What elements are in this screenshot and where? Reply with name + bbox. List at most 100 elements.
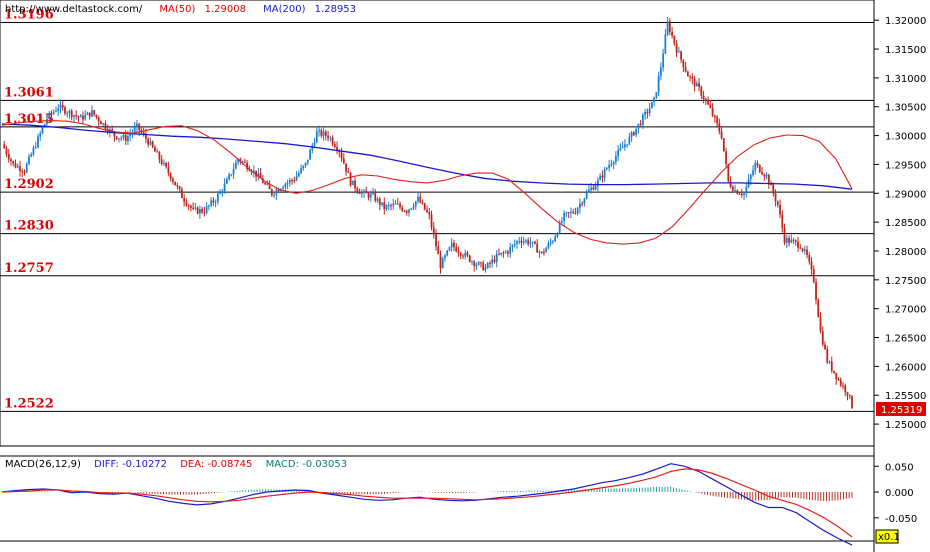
candle-body: [156, 151, 159, 153]
candle-body: [248, 169, 251, 171]
candle-body: [579, 203, 581, 209]
candle-body: [111, 129, 114, 132]
candle-body: [826, 349, 829, 363]
candle-body: [133, 127, 136, 133]
candle-body: [794, 240, 797, 242]
macd-title: MACD(26,12,9): [5, 459, 81, 470]
candle-body: [680, 51, 683, 60]
candle-body: [82, 115, 84, 120]
candle-body: [821, 330, 824, 345]
candle-body: [61, 104, 64, 108]
candle-body: [356, 188, 359, 192]
candle-body: [475, 264, 478, 266]
candle-body: [549, 242, 552, 244]
candle-body: [68, 110, 71, 114]
candle-body: [223, 183, 226, 192]
candle-body: [763, 174, 766, 177]
macd-axis-ticks: 0.050 0.000 -0.050: [874, 462, 917, 525]
candle-body: [392, 203, 395, 206]
candle-body: [511, 245, 514, 248]
candle-body: [284, 184, 287, 188]
candle-body: [758, 164, 761, 172]
candle-body: [779, 204, 781, 215]
candle-body: [801, 248, 804, 251]
site-url: http://www.deltastock.com/: [5, 4, 143, 15]
candle-body: [565, 212, 568, 214]
candle-body: [149, 141, 152, 145]
candle-body: [363, 190, 365, 193]
candle-body: [677, 51, 680, 53]
candle-body: [205, 206, 208, 213]
candle-body: [561, 221, 563, 223]
candle-body: [358, 191, 361, 194]
candle-body: [34, 147, 37, 149]
candle-body: [489, 263, 491, 265]
price-axis-ticks: 1.32000 1.31500 1.31000 1.30500 1.30000 1.295…: [874, 16, 926, 431]
macd-tick-label: 0.000: [885, 488, 914, 499]
candle-body: [563, 212, 566, 222]
candle-body: [378, 198, 381, 205]
candle-body: [48, 112, 51, 119]
candle-body: [851, 395, 853, 408]
candle-body: [583, 198, 586, 204]
candle-body: [830, 361, 833, 371]
svg-text:MACD(26,12,9) DIFF: -0.1: MACD(26,12,9) DIFF: -0.10272 DEA: -0.087…: [5, 459, 347, 470]
candle-body: [410, 208, 413, 210]
candle-body: [552, 241, 554, 243]
candle-body: [394, 203, 397, 205]
candle-body: [837, 379, 840, 381]
candle-body: [630, 132, 633, 137]
candle-body: [713, 115, 716, 118]
candle-body: [756, 163, 759, 165]
candle-body: [824, 344, 826, 350]
candle-body: [468, 255, 471, 262]
candle-body: [790, 239, 793, 243]
candle-body: [160, 159, 163, 164]
candle-body: [318, 130, 320, 132]
candle-body: [230, 174, 233, 176]
y-tick-label: 1.29000: [885, 189, 926, 200]
candle-body: [504, 251, 507, 253]
macd-diff-line: [1, 463, 853, 546]
candle-body: [612, 162, 615, 165]
candle-body: [525, 240, 527, 242]
y-tick-label: 1.25000: [885, 420, 926, 431]
candle-body: [30, 154, 33, 157]
candle-body: [414, 201, 417, 207]
candle-body: [502, 252, 505, 254]
candle-body: [225, 179, 228, 184]
candle-body: [772, 184, 775, 194]
candle-body: [115, 136, 118, 140]
candle-body: [39, 133, 42, 137]
candle-body: [608, 164, 611, 169]
candle-body: [52, 111, 55, 114]
candle-body: [833, 370, 835, 373]
macd-dea-label: DEA: -0.08745: [180, 459, 252, 470]
candle-body: [538, 251, 541, 253]
candle-body: [684, 67, 687, 72]
ma200-value: 1.28953: [315, 4, 356, 15]
candle-body: [171, 178, 174, 182]
candle-body: [585, 192, 588, 199]
candle-body: [601, 175, 604, 178]
candle-body: [16, 166, 19, 168]
candle-body: [113, 131, 116, 137]
candle-body: [527, 240, 530, 245]
candlesticks: [3, 17, 853, 409]
candle-body: [212, 200, 215, 203]
candle-body: [154, 147, 156, 152]
candle-body: [306, 159, 309, 163]
candle-body: [592, 187, 595, 190]
level-label: 1.3061: [4, 85, 54, 100]
candle-body: [493, 259, 496, 262]
candle-body: [567, 212, 570, 214]
candle-body: [459, 252, 462, 256]
candle-body: [662, 53, 665, 68]
candle-body: [55, 110, 57, 112]
candle-body: [70, 110, 73, 118]
candle-body: [531, 241, 534, 243]
horizontal-levels: 1.31961.30611.30151.29021.28301.27571.25…: [0, 8, 874, 412]
candle-body: [482, 262, 485, 271]
candle-body: [277, 189, 280, 191]
